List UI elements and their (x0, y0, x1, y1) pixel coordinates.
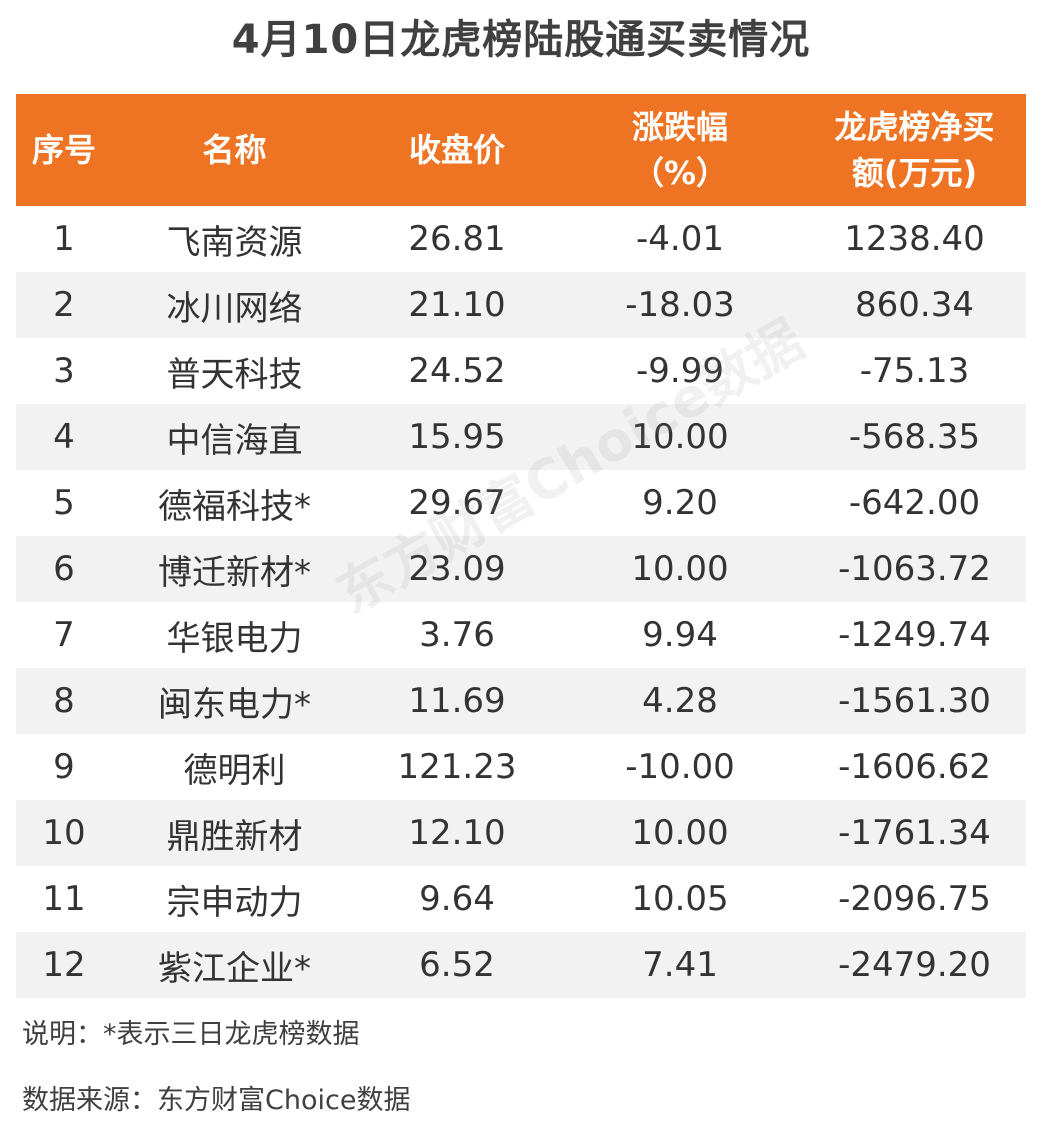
header-index: 序号 (31, 131, 96, 169)
table-row: 11 宗申动力 9.64 10.05 -2096.75 (16, 866, 1026, 932)
table-header: 序号 名称 收盘价 涨跌幅 （%） 龙虎榜净买 额(万元) (16, 94, 1026, 206)
page-title: 4月10日龙虎榜陆股通买卖情况 (231, 17, 811, 63)
row-stock-name: 飞南资源 (166, 222, 303, 263)
row-change-pct: 10.00 (631, 813, 729, 853)
row-change-pct: -18.03 (625, 285, 735, 325)
table-row: 5 德福科技* 29.67 9.20 -642.00 (16, 470, 1026, 536)
row-stock-name: 博迁新材* (158, 552, 311, 593)
row-change-pct: -4.01 (636, 219, 724, 259)
row-change-pct: 10.00 (631, 417, 729, 457)
row-stock-name: 宗申动力 (166, 882, 303, 923)
row-index: 7 (53, 615, 75, 655)
row-index: 4 (53, 417, 75, 457)
row-net-buy: -1606.62 (838, 747, 991, 787)
row-change-pct: 4.28 (642, 681, 718, 721)
table-row: 4 中信海直 15.95 10.00 -568.35 (16, 404, 1026, 470)
row-index: 12 (42, 945, 86, 985)
row-close-price: 29.67 (408, 483, 506, 523)
table-row: 6 博迁新材* 23.09 10.00 -1063.72 (16, 536, 1026, 602)
row-change-pct: 10.00 (631, 549, 729, 589)
row-net-buy: -1561.30 (838, 681, 991, 721)
row-close-price: 12.10 (408, 813, 506, 853)
row-index: 11 (42, 879, 86, 919)
footnote: 说明：*表示三日龙虎榜数据 (22, 1019, 360, 1050)
row-stock-name: 普天科技 (166, 354, 303, 395)
row-close-price: 6.52 (419, 945, 495, 985)
table-body: 1 飞南资源 26.81 -4.01 1238.40 2 冰川网络 21.10 -18.03 86… (16, 206, 1026, 998)
table-row: 1 飞南资源 26.81 -4.01 1238.40 (16, 206, 1026, 272)
row-close-price: 21.10 (408, 285, 506, 325)
table-row: 3 普天科技 24.52 -9.99 -75.13 (16, 338, 1026, 404)
row-change-pct: 7.41 (642, 945, 718, 985)
row-close-price: 121.23 (397, 747, 517, 787)
row-close-price: 15.95 (408, 417, 506, 457)
row-close-price: 24.52 (408, 351, 506, 391)
row-index: 10 (42, 813, 86, 853)
row-index: 3 (53, 351, 75, 391)
table-row: 9 德明利 121.23 -10.00 -1606.62 (16, 734, 1026, 800)
row-net-buy: 1238.40 (844, 219, 985, 259)
row-stock-name: 鼎胜新材 (166, 816, 303, 857)
row-close-price: 9.64 (419, 879, 495, 919)
row-close-price: 3.76 (419, 615, 495, 655)
row-net-buy: -568.35 (848, 417, 981, 457)
header-name: 名称 (202, 131, 267, 169)
row-close-price: 23.09 (408, 549, 506, 589)
row-net-buy: 860.34 (855, 285, 974, 325)
row-net-buy: -75.13 (859, 351, 970, 391)
header-close-price: 收盘价 (408, 131, 505, 169)
row-net-buy: -1249.74 (838, 615, 991, 655)
row-index: 1 (53, 219, 75, 259)
row-close-price: 26.81 (408, 219, 506, 259)
row-index: 9 (53, 747, 75, 787)
row-stock-name: 华银电力 (166, 618, 303, 659)
row-index: 8 (53, 681, 75, 721)
row-net-buy: -642.00 (848, 483, 981, 523)
row-index: 6 (53, 549, 75, 589)
row-stock-name: 德明利 (183, 750, 286, 791)
table-row: 10 鼎胜新材 12.10 10.00 -1761.34 (16, 800, 1026, 866)
row-close-price: 11.69 (408, 681, 506, 721)
row-change-pct: 9.20 (642, 483, 718, 523)
table-row: 2 冰川网络 21.10 -18.03 860.34 (16, 272, 1026, 338)
table-row: 8 闽东电力* 11.69 4.28 -1561.30 (16, 668, 1026, 734)
row-net-buy: -2479.20 (838, 945, 991, 985)
row-index: 5 (53, 483, 75, 523)
row-change-pct: 9.94 (642, 615, 718, 655)
row-stock-name: 冰川网络 (166, 288, 303, 329)
row-index: 2 (53, 285, 75, 325)
header-change-pct: 涨跌幅 （%） (631, 108, 729, 192)
row-change-pct: -10.00 (625, 747, 735, 787)
data-table: 序号 名称 收盘价 涨跌幅 （%） 龙虎榜净买 额(万元) 1 飞南资源 26.81… (16, 94, 1026, 998)
row-net-buy: -1761.34 (838, 813, 991, 853)
row-stock-name: 德福科技* (158, 486, 311, 527)
row-change-pct: -9.99 (636, 351, 724, 391)
row-stock-name: 紫江企业* (158, 948, 311, 989)
table-row: 7 华银电力 3.76 9.94 -1249.74 (16, 602, 1026, 668)
data-source: 数据来源：东方财富Choice数据 (22, 1085, 411, 1116)
row-stock-name: 中信海直 (166, 420, 303, 461)
row-change-pct: 10.05 (631, 879, 729, 919)
table-row: 12 紫江企业* 6.52 7.41 -2479.20 (16, 932, 1026, 998)
row-stock-name: 闽东电力* (158, 684, 311, 725)
row-net-buy: -1063.72 (838, 549, 991, 589)
header-net-buy: 龙虎榜净买 额(万元) (834, 108, 995, 192)
row-net-buy: -2096.75 (838, 879, 991, 919)
